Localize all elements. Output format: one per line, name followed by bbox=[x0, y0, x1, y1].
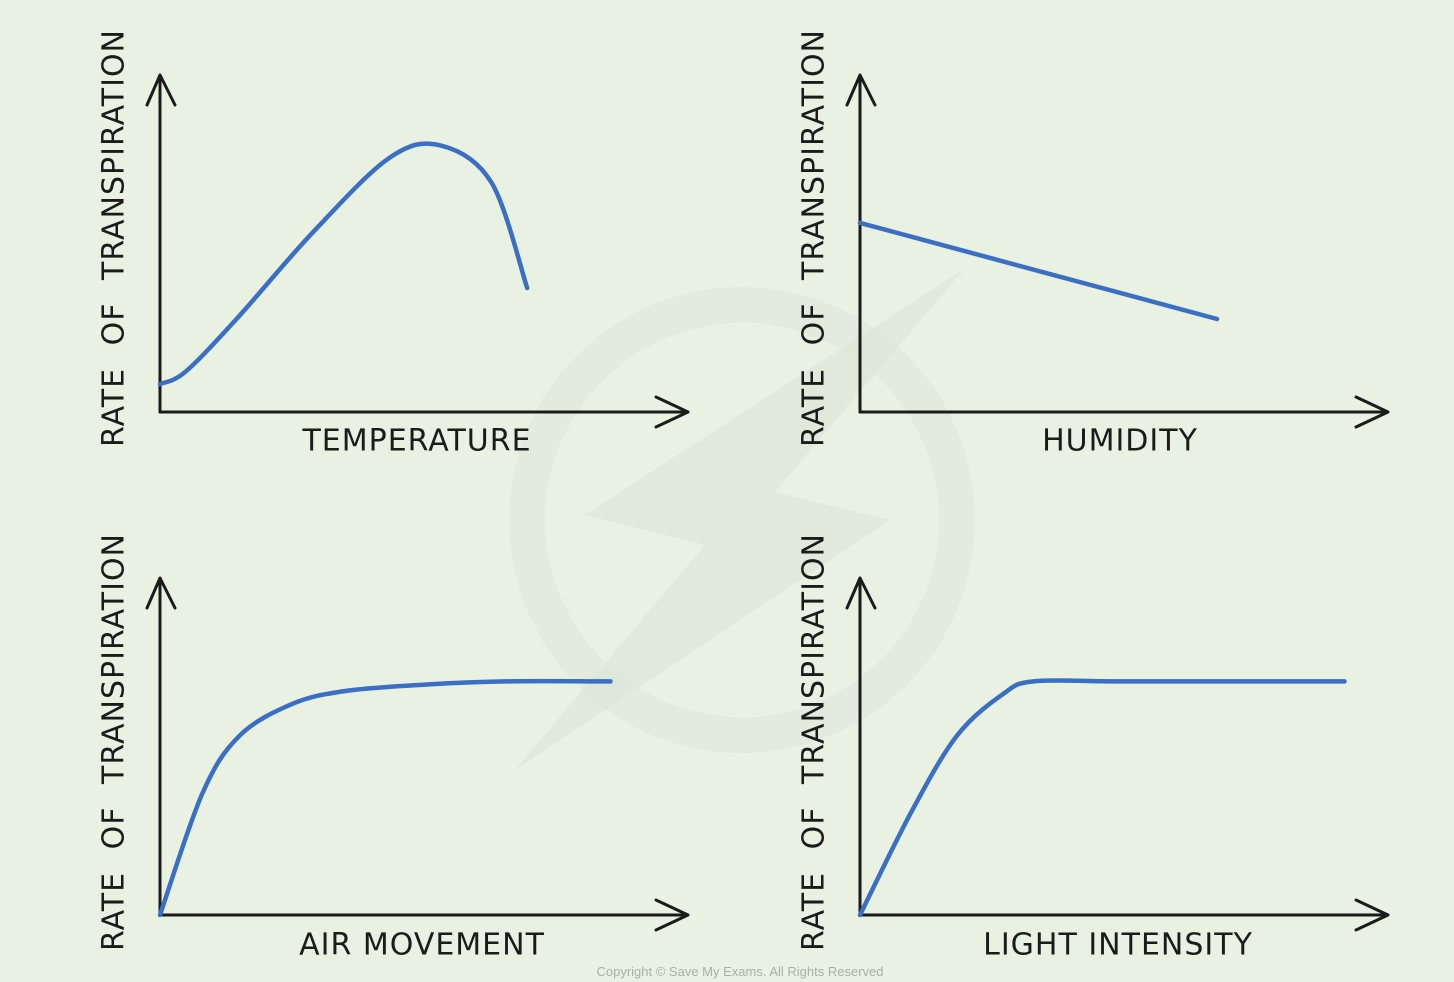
y-axis-label: RATE OF TRANSPIRATION bbox=[797, 533, 832, 951]
x-axis-label: LIGHT INTENSITY bbox=[983, 928, 1253, 963]
y-axis bbox=[145, 73, 177, 414]
watermark-logo bbox=[509, 268, 975, 770]
x-axis bbox=[858, 898, 1390, 932]
chart-panel-light-intensity: LIGHT INTENSITY RATE OF TRANSPIRATION bbox=[797, 533, 1390, 963]
x-axis-label: AIR MOVEMENT bbox=[299, 928, 545, 963]
y-axis bbox=[845, 73, 877, 414]
series-line bbox=[857, 678, 1347, 918]
y-axis-label: RATE OF TRANSPIRATION bbox=[797, 29, 832, 447]
x-axis bbox=[858, 395, 1390, 429]
x-axis bbox=[158, 395, 690, 429]
chart-panel-humidity: HUMIDITY RATE OF TRANSPIRATION bbox=[797, 29, 1390, 459]
copyright-notice: Copyright © Save My Exams. All Rights Re… bbox=[596, 964, 883, 979]
x-axis-label: HUMIDITY bbox=[1042, 424, 1198, 459]
x-axis-label: TEMPERATURE bbox=[301, 424, 531, 459]
series-line bbox=[857, 220, 1220, 322]
y-axis-label: RATE OF TRANSPIRATION bbox=[97, 29, 132, 447]
y-axis-label: RATE OF TRANSPIRATION bbox=[97, 533, 132, 951]
chart-panel-temperature: TEMPERATURE RATE OF TRANSPIRATION bbox=[97, 29, 690, 459]
series-line bbox=[157, 678, 613, 918]
y-axis bbox=[145, 576, 177, 917]
series-line bbox=[157, 141, 530, 387]
chart-panel-air-movement: AIR MOVEMENT RATE OF TRANSPIRATION bbox=[97, 533, 690, 963]
x-axis bbox=[158, 898, 690, 932]
y-axis bbox=[845, 576, 877, 917]
